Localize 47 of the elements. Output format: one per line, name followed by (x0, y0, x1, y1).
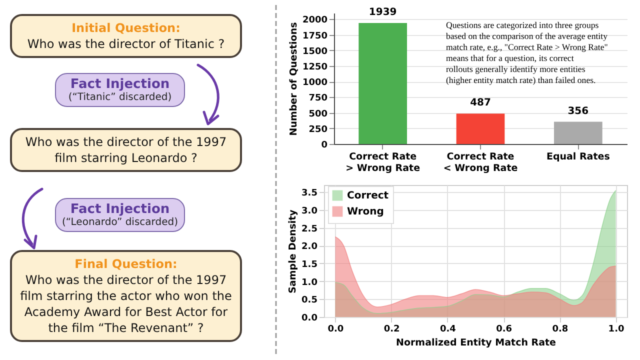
legend-label: Wrong (347, 206, 384, 218)
y-tick-label: 1.0 (302, 278, 318, 288)
x-tick-label: 0.8 (552, 324, 568, 334)
y-tick-label: 0.5 (302, 296, 318, 306)
x-tick-label: 0.4 (440, 324, 456, 334)
y-tick-label: 0 (321, 140, 328, 150)
text: Who was the director of the 1997 film starring Leonardo ? (24, 134, 228, 166)
y-tick-label: 750 (308, 94, 328, 104)
y-tick-label: 0.0 (302, 314, 318, 324)
x-tick-label: Correct Rate > Wrong Rate (346, 152, 420, 174)
data-label: 1939 (368, 7, 397, 18)
data-label: 487 (470, 98, 491, 109)
annotation: Questions are categorized into three groups based on the comparison of the average entity match rate, e.g., "Correct Rate > Wrong Rate" means that for a question, its correct rollouts generally identify more entities (higher entity match rate) than failed ones. (446, 20, 608, 85)
y-tick-label: 1000 (302, 78, 328, 88)
text: (“Titanic” discarded) (67, 92, 173, 103)
y-tick-label: 1750 (302, 31, 328, 42)
bar (358, 23, 408, 144)
y-tick-label: 1250 (302, 62, 328, 73)
x-tick-label: 0.6 (496, 324, 512, 334)
bar (554, 122, 602, 144)
text: Who was the director of Titanic ? (26, 36, 226, 52)
x-tick-label: 1.0 (608, 324, 624, 334)
text: (“Leonardo” discarded) (61, 217, 179, 228)
y-tick-label: 2000 (302, 16, 328, 26)
y-tick-label: 2.5 (302, 224, 318, 234)
text: Who was the director of the 1997 film starring the actor who won the Academy Award for Best Actor for the film “The Revenant” ? (20, 272, 232, 336)
y-tick-label: 500 (308, 109, 328, 120)
text: Fact Injection (69, 77, 171, 92)
x-tick-label: 0.2 (384, 324, 400, 334)
y-tick-label: 1.5 (302, 260, 318, 270)
y-axis-title: Sample Density (288, 208, 299, 294)
y-tick-label: 3.5 (302, 188, 318, 199)
text: Initial Question: (70, 20, 182, 36)
text: Fact Injection (69, 202, 171, 217)
y-tick-label: 1500 (302, 46, 328, 57)
y-tick-label: 2.0 (302, 242, 318, 252)
text: Final Question: (74, 256, 178, 272)
y-tick-label: 250 (308, 124, 328, 135)
bar (456, 114, 505, 144)
y-axis-title: Number of Questions (288, 22, 300, 136)
x-tick-label: Equal Rates (546, 152, 610, 162)
x-tick-label: Correct Rate < Wrong Rate (443, 152, 518, 174)
legend-label: Correct (347, 190, 389, 202)
y-tick-label: 3.0 (302, 206, 318, 216)
data-label: 356 (568, 106, 589, 117)
x-axis-title: Normalized Entity Match Rate (396, 338, 556, 348)
x-tick-label: 0.0 (328, 324, 344, 334)
